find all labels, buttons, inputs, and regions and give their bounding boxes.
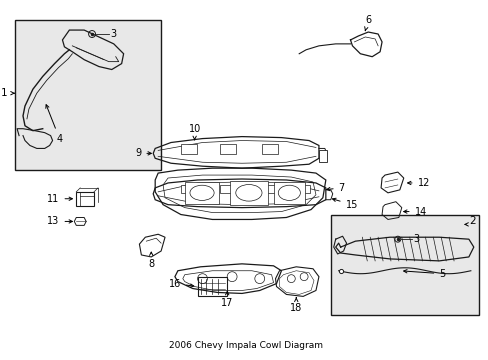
Ellipse shape (189, 185, 214, 201)
Bar (273, 182, 305, 204)
Text: 11: 11 (47, 194, 72, 204)
Text: 3: 3 (413, 234, 419, 244)
Bar (184, 182, 219, 204)
Bar (181, 185, 194, 193)
Text: 4: 4 (46, 105, 62, 144)
Bar (230, 181, 267, 205)
Bar (220, 185, 234, 193)
Text: 17: 17 (221, 292, 233, 308)
Bar (330, 215, 478, 315)
Text: 15: 15 (332, 198, 357, 210)
Bar (318, 150, 326, 162)
Bar (15, 20, 161, 170)
Ellipse shape (278, 185, 300, 201)
Text: 10: 10 (188, 124, 201, 140)
Text: 6: 6 (364, 15, 370, 31)
Text: 8: 8 (148, 252, 154, 269)
Text: 2: 2 (468, 216, 474, 226)
Text: 13: 13 (47, 216, 72, 226)
Ellipse shape (235, 185, 262, 201)
Bar (197, 277, 227, 296)
Text: 7: 7 (326, 183, 344, 193)
Text: 16: 16 (168, 279, 193, 289)
Text: 3: 3 (111, 29, 117, 39)
Text: 12: 12 (407, 178, 429, 188)
FancyBboxPatch shape (76, 192, 94, 206)
Text: 18: 18 (289, 298, 302, 313)
Bar (181, 144, 196, 154)
Text: 2006 Chevy Impala Cowl Diagram: 2006 Chevy Impala Cowl Diagram (168, 341, 322, 350)
Bar (261, 144, 277, 154)
Text: 14: 14 (403, 207, 426, 217)
Text: 5: 5 (403, 269, 445, 279)
Bar (261, 185, 275, 193)
Bar (220, 144, 236, 154)
Text: 9: 9 (135, 148, 151, 158)
Bar (296, 185, 309, 193)
Text: 1: 1 (0, 88, 7, 98)
